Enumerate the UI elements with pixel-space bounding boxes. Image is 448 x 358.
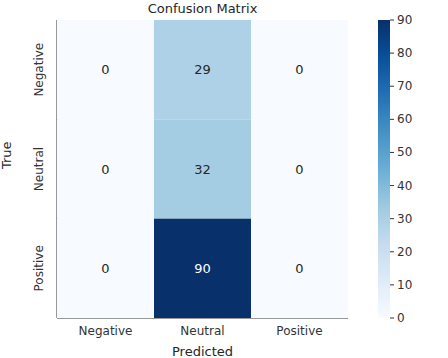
svg-text:20: 20 — [397, 245, 412, 259]
svg-text:0: 0 — [295, 261, 303, 276]
svg-text:50: 50 — [397, 145, 412, 159]
svg-text:Negative: Negative — [32, 43, 46, 97]
svg-text:29: 29 — [194, 62, 211, 77]
svg-text:0: 0 — [397, 311, 405, 325]
svg-text:30: 30 — [397, 212, 412, 226]
svg-text:0: 0 — [101, 162, 109, 177]
svg-text:90: 90 — [397, 13, 412, 27]
svg-text:60: 60 — [397, 112, 412, 126]
svg-text:32: 32 — [194, 162, 211, 177]
svg-text:90: 90 — [194, 261, 211, 276]
svg-text:Negative: Negative — [79, 324, 133, 338]
svg-text:0: 0 — [101, 261, 109, 276]
svg-text:True: True — [8, 141, 14, 170]
svg-text:0: 0 — [295, 162, 303, 177]
svg-text:80: 80 — [397, 46, 412, 60]
svg-text:Neutral: Neutral — [180, 324, 224, 338]
svg-text:0: 0 — [101, 62, 109, 77]
svg-text:Neutral: Neutral — [32, 147, 46, 191]
svg-text:10: 10 — [397, 278, 412, 292]
svg-text:70: 70 — [397, 79, 412, 93]
svg-text:Positive: Positive — [32, 245, 46, 291]
svg-text:0: 0 — [295, 62, 303, 77]
html-text:Confusion Matrix: Confusion Matrix — [147, 1, 258, 16]
svg-text:Predicted: Predicted — [172, 344, 233, 358]
svg-text:40: 40 — [397, 179, 412, 193]
svg-text:Positive: Positive — [276, 324, 322, 338]
